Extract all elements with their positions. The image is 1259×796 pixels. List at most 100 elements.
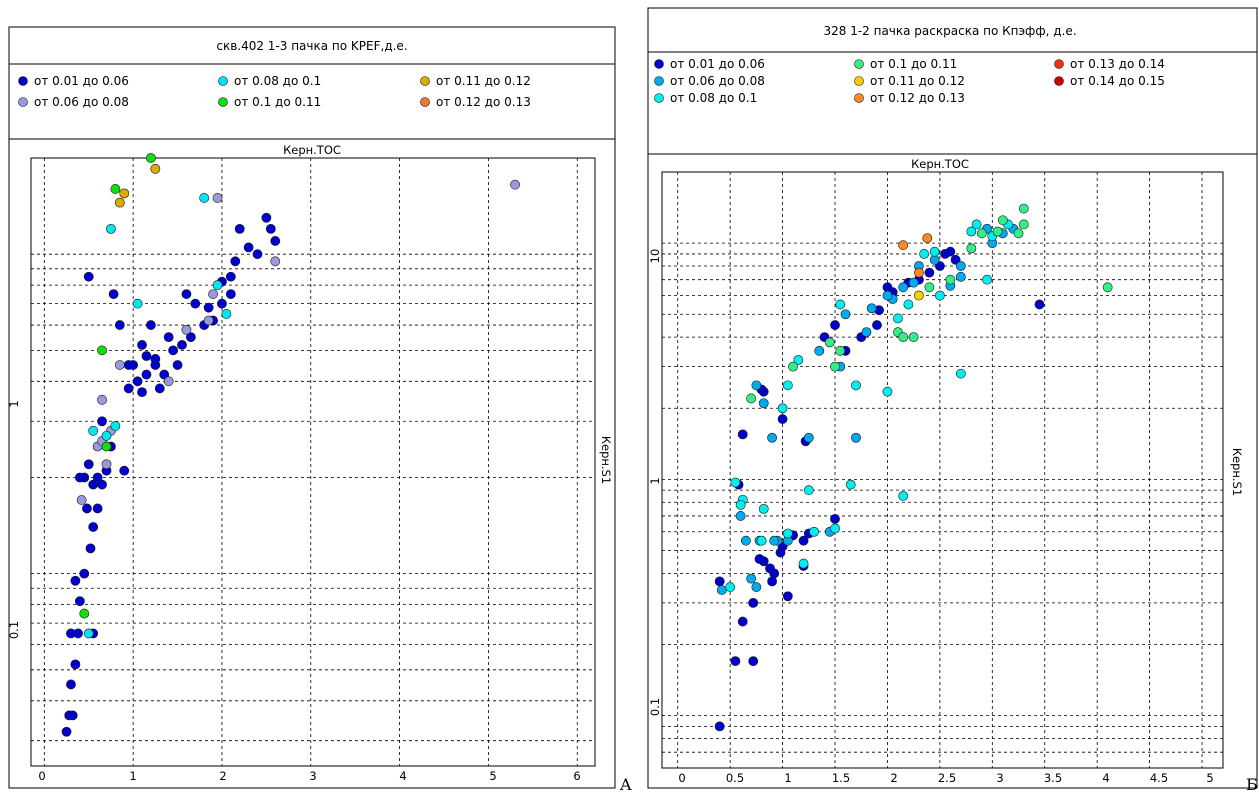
scatter-point-b-series-3 xyxy=(803,485,814,496)
scatter-point-b-series-1 xyxy=(830,514,840,524)
scatter-point-b-series-3 xyxy=(903,299,914,310)
scatter-point-b-series-1 xyxy=(872,320,882,330)
panel-b-letter: Б xyxy=(1246,775,1258,794)
legend-b-marker-4 xyxy=(854,59,864,69)
legend-b-label-6: от 0.12 до 0.13 xyxy=(870,91,965,105)
x-tick-b-5: 2.5 xyxy=(938,771,956,785)
scatter-point-b-series-2 xyxy=(751,380,762,391)
scatter-point-b-series-3 xyxy=(893,313,903,324)
scatter-point-a-series-3 xyxy=(83,628,94,639)
scatter-point-b-series-2 xyxy=(955,261,966,271)
scatter-point-a-series-1 xyxy=(177,340,187,350)
scatter-point-b-series-1 xyxy=(767,576,778,587)
scatter-point-a-series-1 xyxy=(154,383,165,394)
scatter-point-b-series-1 xyxy=(730,656,741,667)
scatter-point-b-series-1 xyxy=(830,320,840,330)
scatter-point-b-series-4 xyxy=(997,215,1008,226)
scatter-point-a-series-1 xyxy=(243,242,254,253)
scatter-point-b-series-1 xyxy=(1034,299,1045,310)
panel-a-y-ticks: 0.1 1 xyxy=(7,400,21,639)
panel-a-plot-area xyxy=(30,157,596,767)
scatter-point-a-series-1 xyxy=(265,223,276,234)
legend-a-label-5: от 0.11 до 0.12 xyxy=(436,74,531,88)
legend-a-label-4: от 0.1 до 0.11 xyxy=(234,95,321,109)
panel-a-points xyxy=(61,153,520,737)
scatter-point-b-series-1 xyxy=(737,616,748,627)
legend-b-label-2: от 0.06 до 0.08 xyxy=(670,74,765,88)
scatter-point-a-series-3 xyxy=(88,425,99,436)
scatter-point-b-series-6 xyxy=(914,267,924,278)
scatter-point-b-series-2 xyxy=(769,535,780,546)
scatter-point-a-series-5 xyxy=(119,188,130,199)
scatter-point-a-series-1 xyxy=(163,332,174,343)
scatter-point-a-series-1 xyxy=(108,289,119,299)
scatter-point-b-series-2 xyxy=(840,309,851,320)
scatter-point-b-series-3 xyxy=(919,249,930,259)
scatter-point-b-series-2 xyxy=(861,327,872,338)
scatter-point-a-series-2 xyxy=(114,360,125,370)
scatter-point-b-series-2 xyxy=(751,582,762,592)
scatter-point-a-series-3 xyxy=(132,298,143,309)
scatter-point-b-series-3 xyxy=(758,503,769,514)
legend-b-marker-3 xyxy=(654,93,664,103)
scatter-point-b-series-5 xyxy=(914,290,924,301)
scatter-point-a-series-1 xyxy=(137,387,147,398)
scatter-point-b-series-1 xyxy=(945,246,956,257)
scatter-point-b-series-2 xyxy=(882,290,893,301)
scatter-point-b-series-3 xyxy=(756,535,767,546)
scatter-point-b-series-2 xyxy=(866,303,877,314)
scatter-point-a-series-1 xyxy=(132,376,143,387)
scatter-point-b-series-1 xyxy=(748,656,759,667)
scatter-point-b-series-2 xyxy=(758,398,769,409)
scatter-point-b-series-3 xyxy=(725,582,736,592)
legend-b-marker-2 xyxy=(654,76,664,86)
scatter-point-b-series-3 xyxy=(782,380,793,391)
scatter-point-b-series-3 xyxy=(730,477,741,488)
scatter-point-b-series-3 xyxy=(851,380,861,391)
scatter-point-a-series-1 xyxy=(119,465,130,476)
chart-panel-b: 328 1-2 пачка раскраска по Кпэфф, д.е. о… xyxy=(647,7,1258,794)
legend-a-marker-1 xyxy=(18,76,28,86)
scatter-point-a-series-2 xyxy=(510,179,520,190)
panel-a-y-axis-title: Керн.S1 xyxy=(599,436,613,484)
scatter-point-b-series-4 xyxy=(830,361,840,372)
scatter-point-a-series-1 xyxy=(123,383,134,394)
panel-b-plot-area xyxy=(661,171,1224,769)
scatter-point-a-series-1 xyxy=(225,271,236,282)
legend-a-marker-3 xyxy=(218,76,228,86)
legend-b-label-7: от 0.13 до 0.14 xyxy=(1070,57,1165,71)
scatter-point-a-series-1 xyxy=(190,298,201,309)
scatter-point-b-series-4 xyxy=(824,337,835,348)
scatter-point-a-series-2 xyxy=(101,459,112,470)
scatter-point-b-series-4 xyxy=(1018,203,1029,214)
scatter-point-b-series-2 xyxy=(767,432,778,443)
panel-a-x-axis-title: Керн.TOC xyxy=(283,143,341,157)
legend-a-marker-5 xyxy=(420,76,430,86)
scatter-point-a-series-1 xyxy=(168,345,179,356)
x-tick-b-2: 1 xyxy=(784,771,791,785)
scatter-point-a-series-1 xyxy=(97,416,107,427)
scatter-point-a-series-1 xyxy=(83,271,94,282)
scatter-point-b-series-3 xyxy=(798,558,809,569)
x-tick-b-8: 4 xyxy=(1102,771,1109,785)
scatter-point-a-series-1 xyxy=(172,360,183,370)
x-tick-b-6: 3 xyxy=(996,771,1003,785)
scatter-point-a-series-1 xyxy=(114,320,125,330)
scatter-point-b-series-4 xyxy=(1013,228,1024,239)
scatter-point-b-series-3 xyxy=(830,523,840,534)
scatter-point-a-series-1 xyxy=(270,236,281,246)
scatter-point-b-series-3 xyxy=(955,368,966,379)
panel-a-x-ticks: 0 1 2 3 4 5 6 xyxy=(38,769,580,783)
x-tick-a-6: 6 xyxy=(573,769,580,783)
scatter-point-b-series-3 xyxy=(782,528,793,539)
scatter-point-a-series-1 xyxy=(61,726,72,737)
scatter-point-b-series-4 xyxy=(1102,282,1113,293)
scatter-point-b-series-3 xyxy=(971,219,982,230)
scatter-point-b-series-3 xyxy=(735,499,746,510)
scatter-point-b-series-1 xyxy=(754,554,765,564)
scatter-point-b-series-1 xyxy=(950,254,961,265)
scatter-point-a-series-3 xyxy=(212,280,223,291)
legend-b-marker-1 xyxy=(654,59,664,69)
legend-b-marker-6 xyxy=(854,93,864,103)
scatter-point-b-series-1 xyxy=(798,535,809,546)
